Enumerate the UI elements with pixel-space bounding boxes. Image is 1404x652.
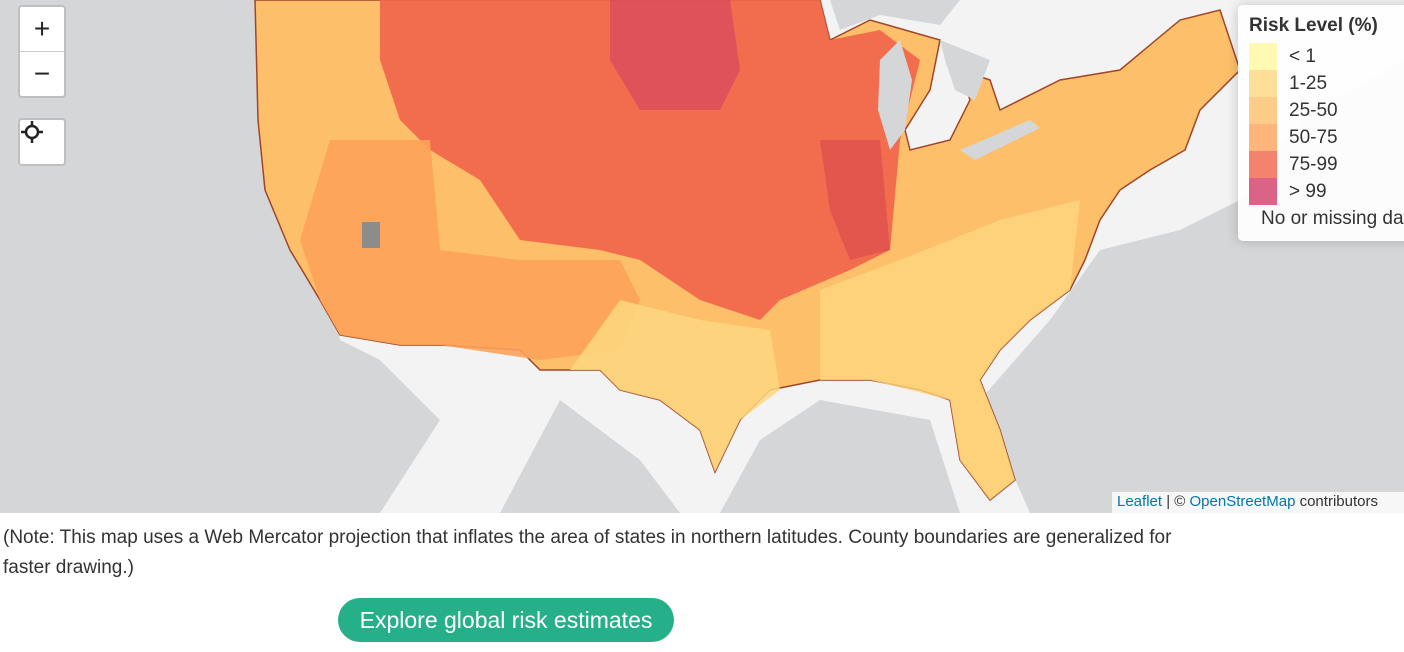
legend-swatch [1249,97,1277,124]
zoom-in[interactable]: + [33,13,51,44]
osm-link[interactable]: OpenStreetMap [1189,493,1296,510]
legend-label: < 1 [1289,45,1316,67]
legend: Risk Level (%) < 1 1-25 25-50 50-75 75-99 > 9… [1238,5,1404,241]
legend-swatch [1249,151,1277,178]
legend-item: 50-75 [1249,124,1404,151]
legend-label: 1-25 [1289,72,1328,94]
explore-button[interactable]: Explore global risk estimates [338,598,674,642]
zoom-control: + − [18,5,66,98]
attribution-separator: | © [1166,493,1186,510]
legend-swatch [1249,70,1277,97]
legend-swatch [1249,178,1277,205]
lake-superior [830,0,960,30]
legend-item: > 99 [1249,178,1404,205]
region-east [820,200,1080,500]
legend-items: < 1 1-25 25-50 50-75 75-99 > 99 No or missing … [1249,43,1404,232]
legend-label: > 99 [1289,180,1327,202]
locate-button[interactable] [20,120,64,164]
note: (Note: This map uses a Web Mercator proj… [3,527,1172,578]
legend-item: No or missing data [1249,205,1404,232]
map[interactable]: + − Risk Level (%) < 1 1-25 25-50 50-75 75-9… [0,0,1404,513]
legend-swatch [1249,43,1277,70]
lake-erie [960,120,1040,160]
zoom-out[interactable]: − [20,51,64,96]
legend-title: Risk Level (%) [1249,15,1378,36]
locate-icon [21,121,43,143]
legend-item: 1-25 [1249,70,1404,97]
attribution-suffix: contributors [1299,493,1378,510]
locate-control [18,118,66,166]
lake-michigan [878,40,912,150]
leaflet-link[interactable]: Leaflet [1117,493,1163,510]
legend-swatch [1249,124,1277,151]
legend-label: 25-50 [1289,99,1338,121]
region-illinois [820,140,890,260]
legend-label: No or missing data [1261,207,1404,229]
legend-item: < 1 [1249,43,1404,70]
legend-item: 25-50 [1249,97,1404,124]
region-southwest [300,140,640,360]
region-texas [570,300,780,472]
map-tiles [254,0,1404,513]
legend-item: 75-99 [1249,151,1404,178]
region-plains [380,0,920,320]
attribution: Leaflet | © OpenStreetMap contributors [1112,492,1404,513]
legend-label: 50-75 [1289,126,1338,148]
region-dakotas [610,0,740,110]
missing-county [362,222,380,248]
lake-huron [940,40,990,100]
legend-label: 75-99 [1289,153,1338,175]
